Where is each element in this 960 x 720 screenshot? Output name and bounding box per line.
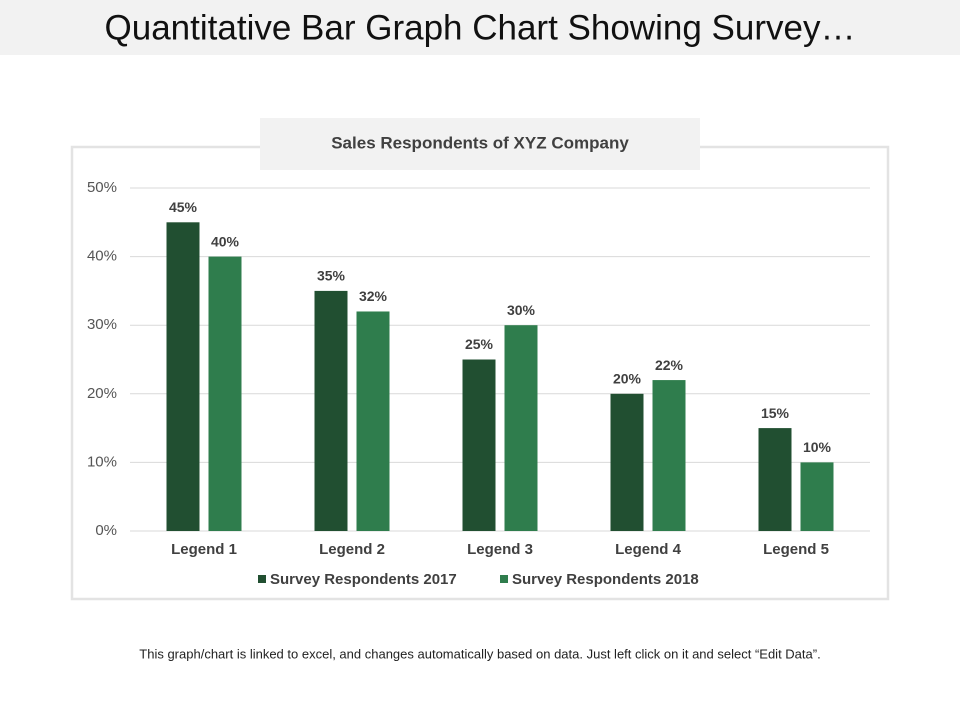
x-tick-label: Legend 4 <box>615 541 682 558</box>
y-tick-label: 50% <box>87 179 117 196</box>
y-tick-label: 0% <box>95 522 117 539</box>
value-label: 30% <box>507 302 536 318</box>
value-label: 22% <box>655 357 684 373</box>
y-tick-label: 20% <box>87 385 117 402</box>
bar <box>462 359 496 531</box>
legend-label: Survey Respondents 2018 <box>512 571 699 588</box>
header-band <box>0 0 960 55</box>
value-label: 45% <box>169 199 198 215</box>
value-label: 32% <box>359 288 388 304</box>
x-tick-label: Legend 3 <box>467 541 533 558</box>
bar <box>208 256 242 531</box>
footer-note: This graph/chart is linked to excel, and… <box>139 646 820 661</box>
bar <box>652 380 686 531</box>
bar <box>166 222 200 532</box>
bar <box>356 311 390 531</box>
bar <box>758 428 792 531</box>
slide-title: Quantitative Bar Graph Chart Showing Sur… <box>105 8 856 47</box>
y-tick-label: 10% <box>87 453 117 470</box>
value-label: 40% <box>211 233 240 249</box>
bar <box>610 393 644 531</box>
chart-title-box <box>260 118 700 170</box>
value-label: 20% <box>613 371 642 387</box>
value-label: 15% <box>761 405 790 421</box>
legend-swatch <box>500 575 508 583</box>
x-tick-label: Legend 1 <box>171 541 237 558</box>
value-label: 35% <box>317 268 346 284</box>
y-tick-label: 40% <box>87 248 117 265</box>
value-label: 10% <box>803 439 832 455</box>
x-tick-label: Legend 5 <box>763 541 829 558</box>
bar <box>314 290 348 531</box>
bar <box>800 462 834 531</box>
chart-title: Sales Respondents of XYZ Company <box>331 133 629 152</box>
value-label: 25% <box>465 336 494 352</box>
bar <box>504 325 538 531</box>
y-tick-label: 30% <box>87 316 117 333</box>
x-tick-label: Legend 2 <box>319 541 385 558</box>
legend-swatch <box>258 575 266 583</box>
legend-label: Survey Respondents 2017 <box>270 571 457 588</box>
